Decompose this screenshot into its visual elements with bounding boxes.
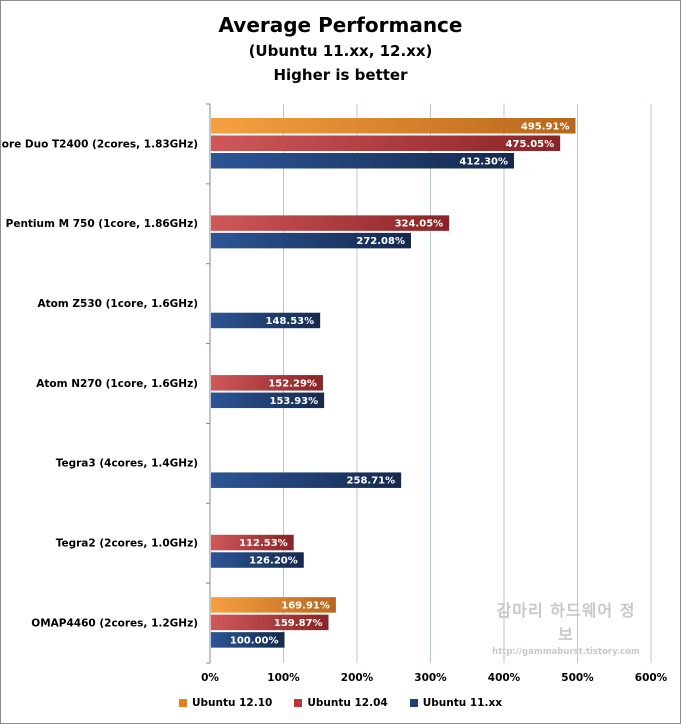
data-label: 153.93% — [270, 396, 319, 407]
legend-label: Ubuntu 12.10 — [191, 697, 273, 709]
category-label: Core Duo T2400 (2cores, 1.83GHz) — [1, 138, 198, 150]
category-label: Pentium M 750 (1core, 1.86GHz) — [6, 218, 198, 230]
legend-item: Ubuntu 12.10 — [178, 697, 273, 709]
data-label: 159.87% — [274, 618, 323, 629]
bar-ubuntu-11-xx — [211, 472, 402, 488]
x-tick-label: 500% — [561, 672, 594, 684]
x-tick-label: 0% — [201, 672, 219, 684]
data-label: 412.30% — [459, 156, 508, 167]
legend-label: Ubuntu 12.04 — [307, 697, 388, 709]
watermark-url: http://gammaburst.tistory.com — [492, 647, 640, 657]
bar-ubuntu-12-04 — [211, 534, 294, 551]
legend: Ubuntu 12.10 Ubuntu 12.04 Ubuntu 11.xx — [1, 697, 680, 709]
bar-ubuntu-12-04 — [211, 375, 323, 391]
data-label: 148.53% — [266, 316, 315, 327]
data-label: 475.05% — [506, 139, 555, 150]
legend-swatch — [178, 699, 187, 707]
data-label: 272.08% — [356, 236, 405, 247]
category-label: Tegra2 (2cores, 1.0GHz) — [56, 538, 198, 550]
legend-label: Ubuntu 11.xx — [422, 697, 502, 709]
data-label: 126.20% — [249, 556, 298, 567]
data-label: 495.91% — [521, 121, 570, 132]
watermark: 감마리 하드웨어 정보 http://gammaburst.tistory.co… — [491, 597, 641, 657]
bar-ubuntu-12-04 — [211, 614, 329, 631]
x-tick-label: 300% — [414, 672, 447, 684]
bar-ubuntu-12-10 — [211, 597, 336, 613]
legend-item: Ubuntu 12.04 — [294, 697, 388, 709]
bar-ubuntu-12-04 — [211, 215, 450, 231]
category-label: OMAP4460 (2cores, 1.2GHz) — [31, 617, 198, 629]
bar-ubuntu-11-xx — [211, 552, 304, 568]
category-label: Atom Z530 (1core, 1.6GHz) — [37, 298, 198, 310]
legend-item: Ubuntu 11.xx — [409, 697, 502, 709]
chart-subtitle-2: Higher is better — [273, 66, 408, 84]
category-label: Atom N270 (1core, 1.6GHz) — [36, 378, 198, 390]
x-tick-label: 600% — [635, 672, 668, 684]
bar-ubuntu-11-xx — [211, 153, 515, 169]
x-tick-label: 400% — [488, 672, 521, 684]
data-label: 152.29% — [268, 378, 317, 389]
chart-title: Average Performance — [218, 13, 463, 37]
bar-ubuntu-11-xx — [211, 232, 411, 249]
x-tick-label: 100% — [267, 672, 300, 684]
bar-ubuntu-11-xx — [211, 312, 321, 329]
legend-swatch — [409, 699, 418, 707]
data-label: 324.05% — [395, 219, 444, 230]
data-label: 169.91% — [281, 600, 330, 611]
bar-ubuntu-11-xx — [211, 632, 285, 648]
category-label: Tegra3 (4cores, 1.4GHz) — [56, 458, 198, 470]
data-label: 112.53% — [239, 538, 288, 549]
legend-swatch — [294, 699, 303, 707]
x-tick-label: 200% — [341, 672, 374, 684]
watermark-title: 감마리 하드웨어 정보 — [496, 601, 636, 644]
data-label: 100.00% — [230, 635, 279, 646]
data-label: 258.71% — [347, 476, 396, 487]
chart-subtitle: (Ubuntu 11.xx, 12.xx) — [248, 42, 433, 60]
bar-ubuntu-12-04 — [211, 135, 561, 151]
bar-ubuntu-11-xx — [211, 392, 325, 409]
bar-ubuntu-12-10 — [211, 118, 576, 134]
